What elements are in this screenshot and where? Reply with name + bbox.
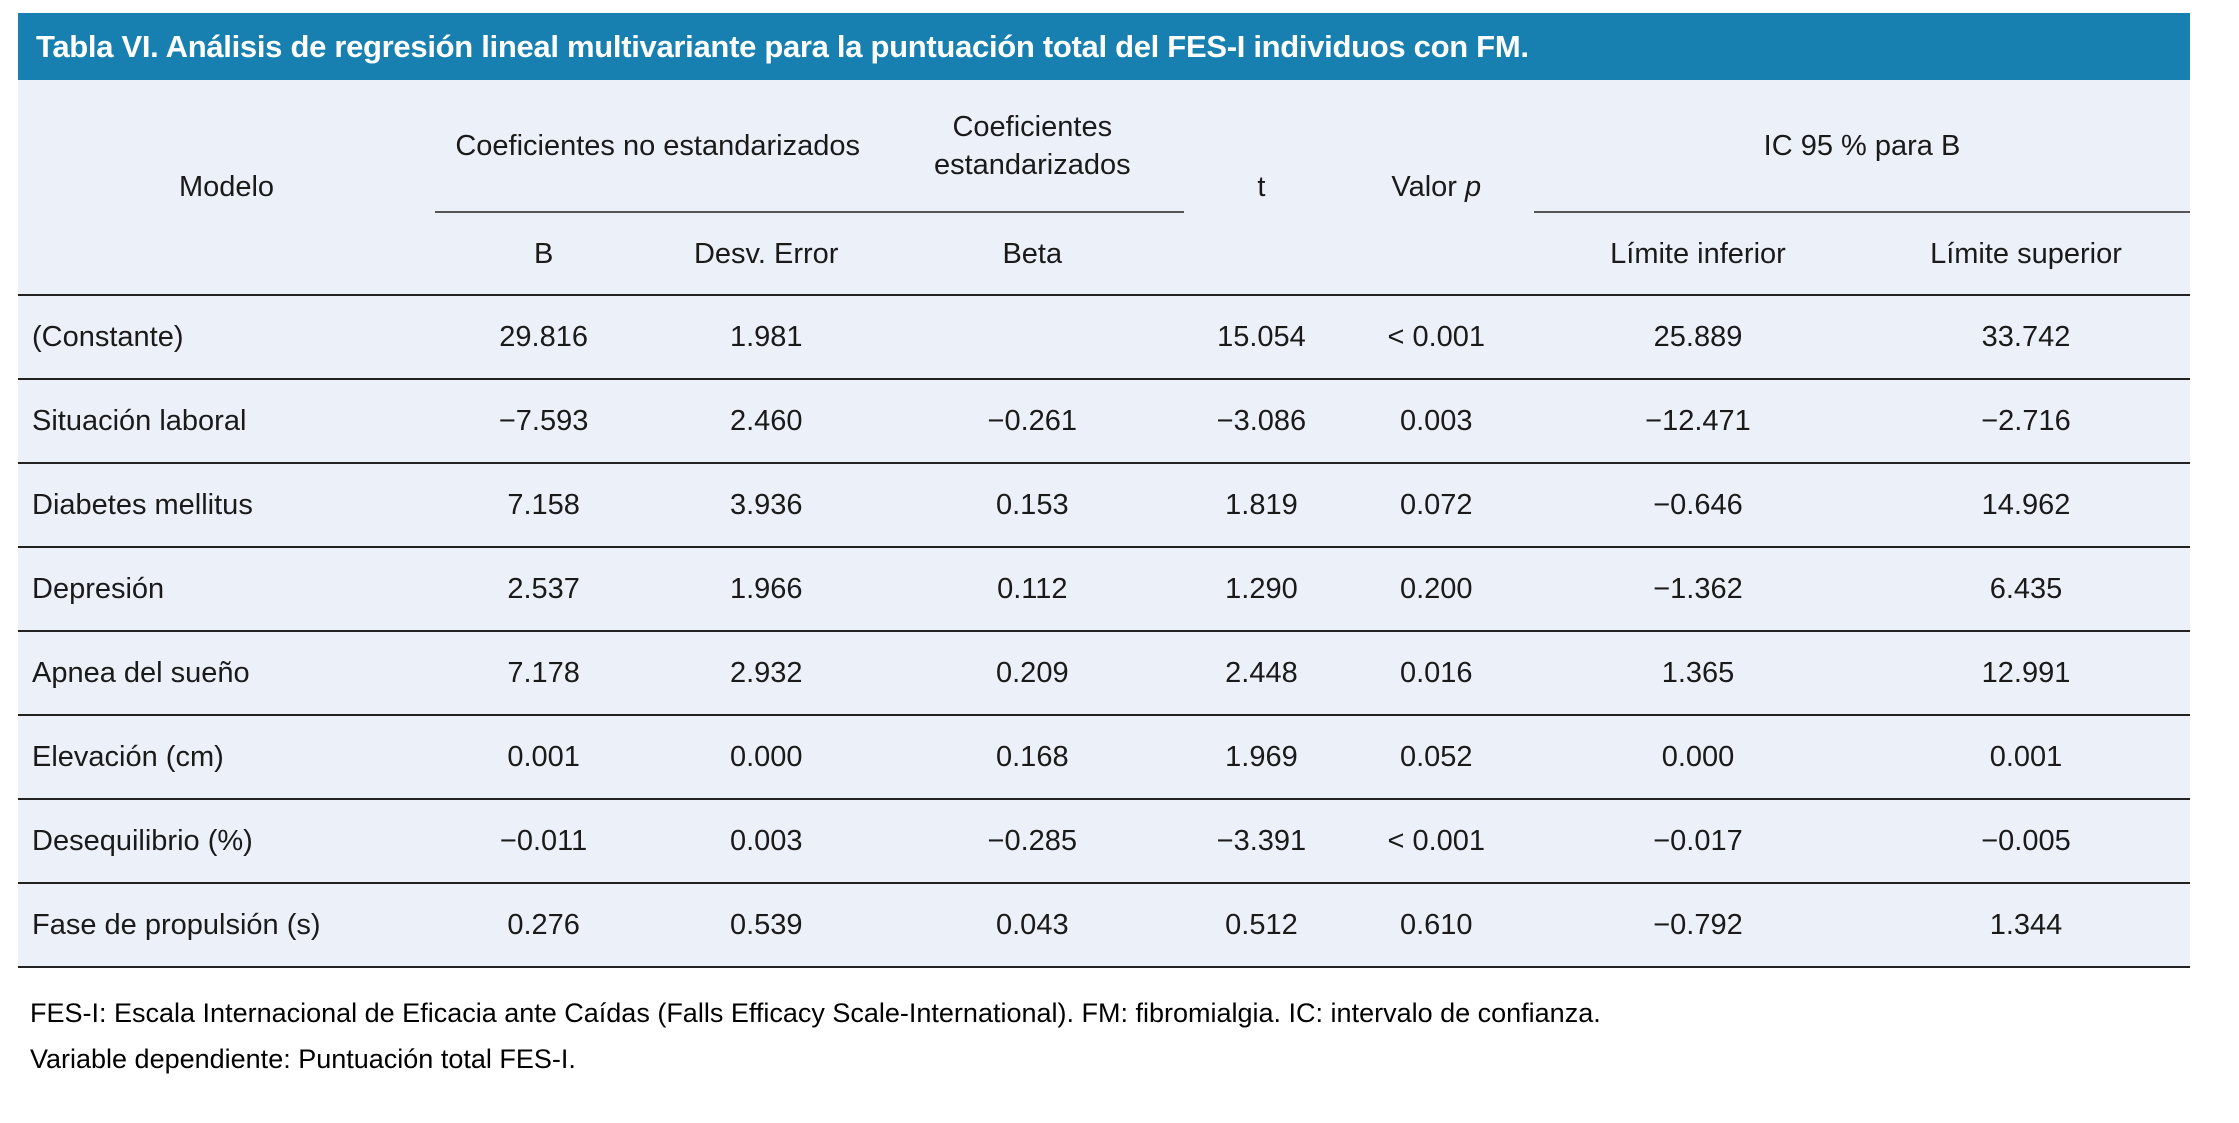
cell-valor-p: 0.072 [1338,463,1534,548]
header-ic95: IC 95 % para B [1534,80,2190,213]
cell-desv-error: 2.932 [652,631,881,716]
row-label: (Constante) [18,295,436,380]
cell-b: 29.816 [435,295,653,380]
cell-desv-error: 0.000 [652,715,881,800]
cell-limite-inferior: −1.362 [1534,547,1862,632]
cell-beta: 0.153 [880,463,1185,548]
row-label: Apnea del sueño [18,631,436,716]
table-footnotes: FES-I: Escala Internacional de Eficacia … [30,990,2190,1082]
cell-desv-error: 1.966 [652,547,881,632]
cell-t: 15.054 [1184,295,1339,380]
regression-table: Modelo Coeficientes no estandarizados Co… [18,80,2190,968]
cell-b: 2.537 [435,547,653,632]
cell-b: 7.158 [435,463,653,548]
cell-valor-p: 0.016 [1338,631,1534,716]
cell-limite-inferior: 25.889 [1534,295,1862,380]
table-row: Apnea del sueño 7.178 2.932 0.209 2.448 … [18,631,2190,716]
header-limite-superior: Límite superior [1861,212,2190,296]
cell-desv-error: 0.539 [652,883,881,968]
cell-b: 0.001 [435,715,653,800]
header-b: B [435,212,653,296]
header-t: t [1184,80,1339,296]
cell-beta: 0.112 [880,547,1185,632]
header-coef-no-estandarizados: Coeficientes no estandarizados [435,80,881,213]
table-body: (Constante) 29.816 1.981 15.054 < 0.001 … [18,295,2190,968]
row-label: Desequilibrio (%) [18,799,436,884]
cell-beta [880,295,1185,380]
cell-desv-error: 3.936 [652,463,881,548]
cell-t: 1.969 [1184,715,1339,800]
row-label: Elevación (cm) [18,715,436,800]
cell-b: −7.593 [435,379,653,464]
cell-t: −3.391 [1184,799,1339,884]
cell-limite-superior: 33.742 [1861,295,2190,380]
footnote-line: Variable dependiente: Puntuación total F… [30,1044,576,1074]
cell-t: −3.086 [1184,379,1339,464]
cell-t: 2.448 [1184,631,1339,716]
table-figure: Tabla VI. Análisis de regresión lineal m… [18,13,2190,1082]
cell-b: 0.276 [435,883,653,968]
cell-limite-inferior: −0.646 [1534,463,1862,548]
cell-limite-superior: 1.344 [1861,883,2190,968]
cell-limite-inferior: −0.792 [1534,883,1862,968]
cell-b: 7.178 [435,631,653,716]
header-desv-error: Desv. Error [652,212,881,296]
cell-limite-superior: −2.716 [1861,379,2190,464]
table-header: Modelo Coeficientes no estandarizados Co… [18,80,2190,296]
cell-valor-p: < 0.001 [1338,799,1534,884]
row-label: Diabetes mellitus [18,463,436,548]
cell-limite-inferior: 0.000 [1534,715,1862,800]
cell-limite-superior: 6.435 [1861,547,2190,632]
header-coef-estandarizados: Coeficientes estandarizados [880,80,1185,213]
cell-valor-p: 0.200 [1338,547,1534,632]
table-row: Depresión 2.537 1.966 0.112 1.290 0.200 … [18,547,2190,632]
cell-valor-p: 0.052 [1338,715,1534,800]
cell-valor-p: < 0.001 [1338,295,1534,380]
cell-beta: −0.261 [880,379,1185,464]
cell-valor-p: 0.610 [1338,883,1534,968]
p-label: p [1465,171,1482,203]
header-valor-p: Valor p [1338,80,1534,296]
cell-beta: 0.209 [880,631,1185,716]
table-row: (Constante) 29.816 1.981 15.054 < 0.001 … [18,295,2190,380]
cell-limite-superior: −0.005 [1861,799,2190,884]
cell-b: −0.011 [435,799,653,884]
cell-limite-superior: 0.001 [1861,715,2190,800]
cell-desv-error: 2.460 [652,379,881,464]
cell-valor-p: 0.003 [1338,379,1534,464]
cell-desv-error: 1.981 [652,295,881,380]
cell-t: 1.819 [1184,463,1339,548]
cell-t: 0.512 [1184,883,1339,968]
header-beta: Beta [880,212,1185,296]
table-title: Tabla VI. Análisis de regresión lineal m… [36,28,1529,64]
row-label: Situación laboral [18,379,436,464]
cell-limite-superior: 14.962 [1861,463,2190,548]
cell-beta: −0.285 [880,799,1185,884]
row-label: Depresión [18,547,436,632]
table-row: Diabetes mellitus 7.158 3.936 0.153 1.81… [18,463,2190,548]
cell-beta: 0.168 [880,715,1185,800]
row-label: Fase de propulsión (s) [18,883,436,968]
table-row: Situación laboral −7.593 2.460 −0.261 −3… [18,379,2190,464]
header-modelo: Modelo [18,80,436,296]
cell-desv-error: 0.003 [652,799,881,884]
header-sub-row: B Desv. Error Beta Límite inferior Límit… [18,212,2190,296]
cell-limite-inferior: 1.365 [1534,631,1862,716]
cell-limite-inferior: −12.471 [1534,379,1862,464]
header-limite-inferior: Límite inferior [1534,212,1862,296]
cell-limite-superior: 12.991 [1861,631,2190,716]
footnote-line: FES-I: Escala Internacional de Eficacia … [30,998,1601,1028]
table-title-bar: Tabla VI. Análisis de regresión lineal m… [18,13,2190,80]
cell-limite-inferior: −0.017 [1534,799,1862,884]
table-row: Desequilibrio (%) −0.011 0.003 −0.285 −3… [18,799,2190,884]
table-row: Elevación (cm) 0.001 0.000 0.168 1.969 0… [18,715,2190,800]
cell-t: 1.290 [1184,547,1339,632]
table-row: Fase de propulsión (s) 0.276 0.539 0.043… [18,883,2190,968]
header-group-row: Modelo Coeficientes no estandarizados Co… [18,80,2190,296]
cell-beta: 0.043 [880,883,1185,968]
valor-label: Valor [1391,171,1465,203]
